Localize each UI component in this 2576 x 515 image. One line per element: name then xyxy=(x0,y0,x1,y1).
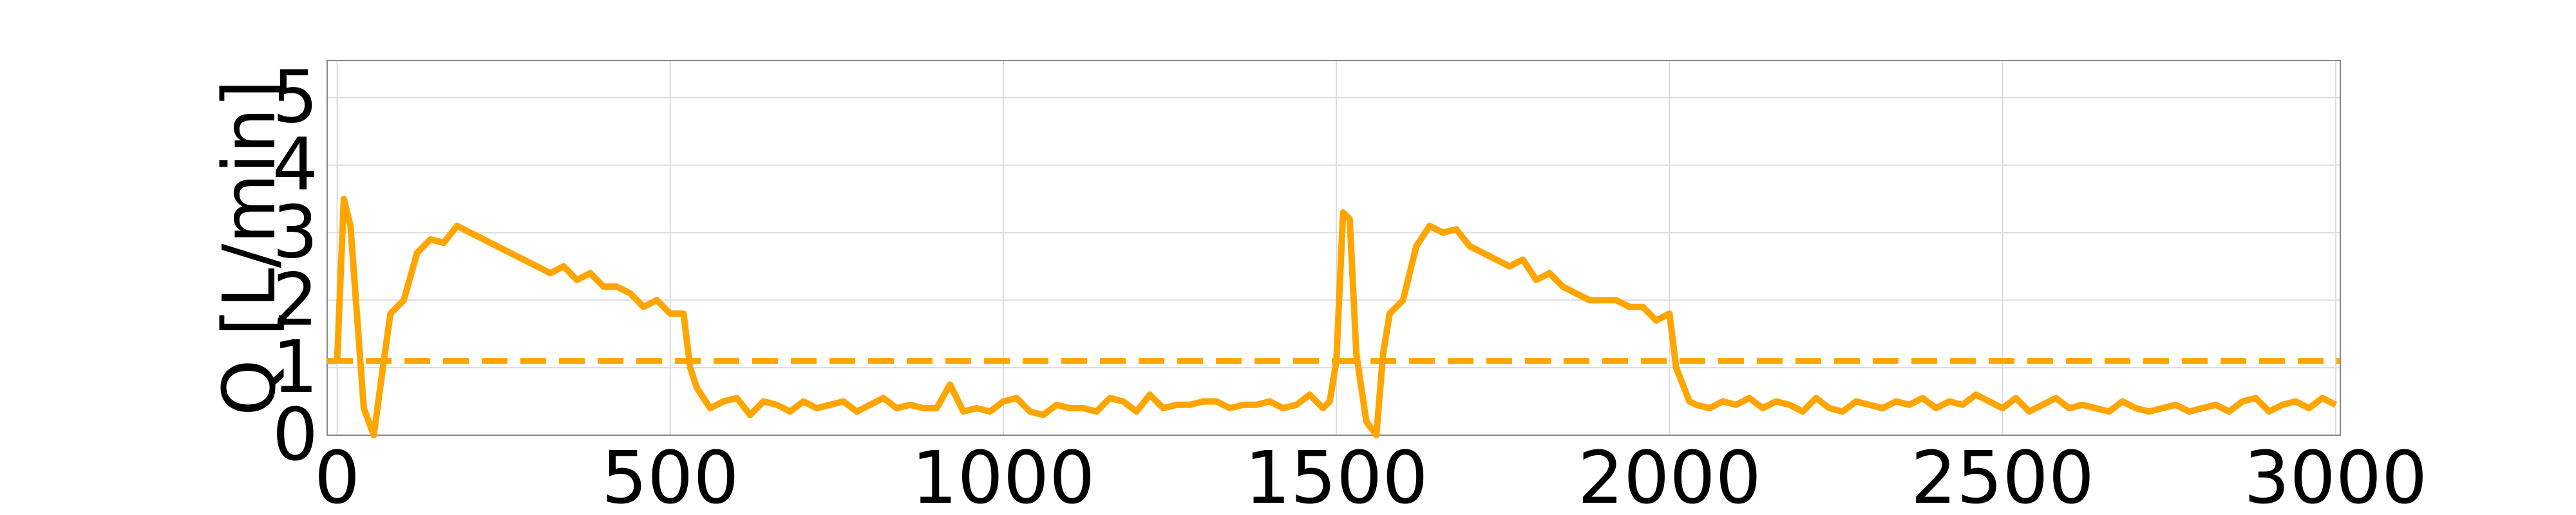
y-tick-label: 1 xyxy=(272,326,318,409)
y-tick-label: 3 xyxy=(272,191,318,274)
data-line xyxy=(334,195,2338,438)
y-tick-label: 0 xyxy=(272,393,318,477)
x-tick-label: 500 xyxy=(601,436,739,515)
x-tick-label: 2500 xyxy=(1911,436,2094,515)
x-tick-label: 2000 xyxy=(1578,436,1761,515)
x-tick-label: 1500 xyxy=(1245,436,1428,515)
y-tick-label: 2 xyxy=(272,258,318,342)
plot-frame xyxy=(327,60,2341,436)
y-tick-label: 4 xyxy=(272,124,318,207)
x-tick-label: 3000 xyxy=(2244,436,2427,515)
y-tick-label: 5 xyxy=(272,56,318,140)
x-tick-label: 0 xyxy=(314,436,360,515)
y-axis-label: Q [L/min] xyxy=(208,80,292,416)
x-tick-label: 1000 xyxy=(911,436,1095,515)
